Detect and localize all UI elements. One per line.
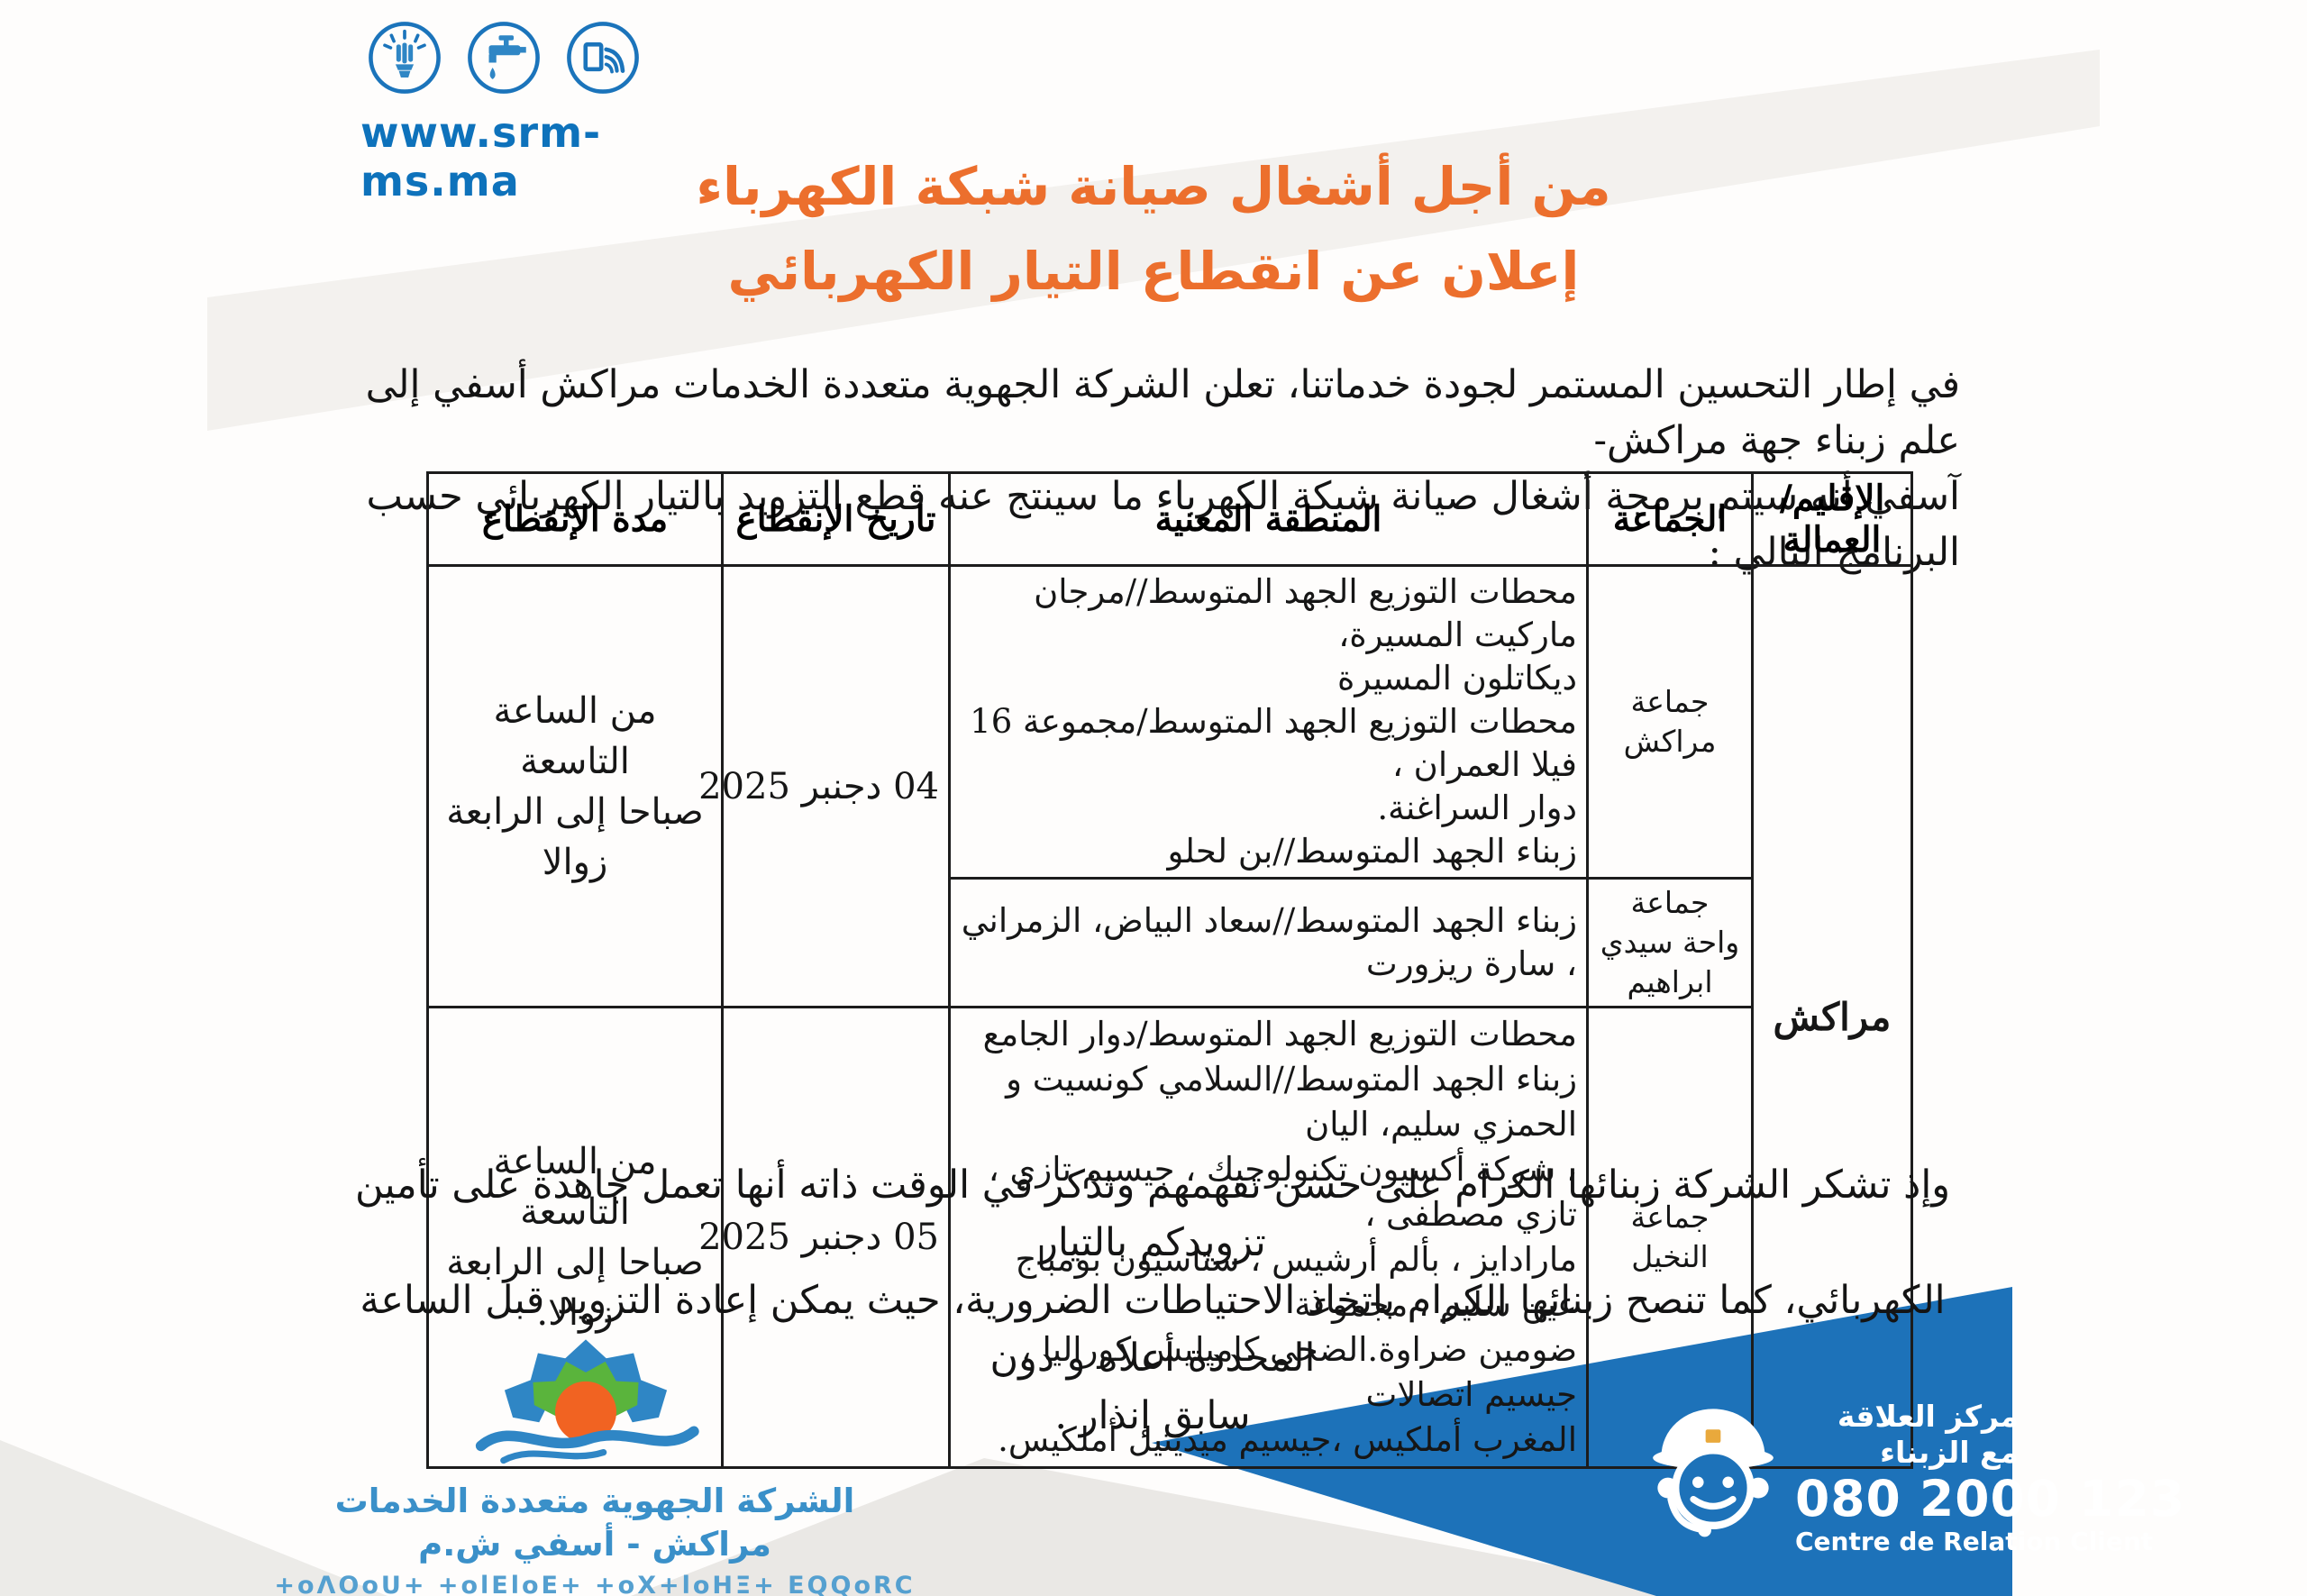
table-row: جماعة النخيل محطات التوزيع الجهد المتوسط…	[426, 1006, 1912, 1469]
website-link[interactable]: www.srm-ms.ma	[360, 108, 602, 205]
call-center-label-arabic: مركز العلاقة مع الزبناء	[1837, 1399, 2019, 1470]
header-duration: مدة الإنقطاع	[426, 471, 724, 567]
closing-paragraph: وإذ تشكر الشركة زبنائها الكرام على حسن ت…	[354, 1163, 1951, 1438]
commune-cell: جماعة النخيل	[1586, 1006, 1754, 1469]
company-name-arabic: الشركة الجهوية متعددة الخدمات مراكش - أس…	[334, 1482, 855, 1564]
header-commune: الجماعة	[1586, 471, 1754, 567]
top-gray-band	[207, 50, 2100, 431]
sanitation-icon	[567, 22, 639, 94]
bottom-left-gray-triangle	[0, 1440, 388, 1596]
water-tap-icon	[468, 22, 540, 94]
electricity-bulb-icon	[369, 22, 441, 94]
bottom-center-gray-triangle	[631, 1458, 1717, 1596]
call-center-block: مركز العلاقة مع الزبناء 080 2000 123 Cen…	[1795, 1399, 2185, 1557]
service-icons	[365, 18, 643, 97]
area-cell: محطات التوزيع الجهد المتوسط//مرجان ماركي…	[948, 564, 1589, 880]
logo-wave	[475, 1426, 699, 1452]
title-line-1: من أجل أشغال صيانة شبكة الكهرباء	[696, 156, 1611, 217]
page-title: من أجل أشغال صيانة شبكة الكهرباء إعلان ع…	[207, 144, 2100, 314]
call-center-mascot-icon	[1653, 1409, 1774, 1537]
date-cell: 04 دجنبر 2025	[698, 564, 951, 1008]
duration-cell: من الساعة التاسعة صباحا إلى الرابعة زوال…	[426, 564, 724, 1008]
area-cell: محطات التوزيع الجهد المتوسط/دوار الجامع …	[948, 1006, 1589, 1469]
commune-cell: جماعة واحة سيدي ابراهيم	[1586, 877, 1754, 1008]
date-cell: 05 دجنبر 2025	[698, 1006, 951, 1469]
table-header-row: الإقليم/العمالة الجماعة المنطقة المعنية …	[426, 471, 1913, 567]
logo-sun	[555, 1381, 616, 1443]
province-cell: مراكش	[1751, 564, 1913, 1469]
company-logo	[475, 1339, 699, 1464]
company-name-tifinagh: +oΛOoU+ +olEloE+ +oX+loHΞ+ EQQoRC oΘHΣ	[274, 1572, 916, 1596]
call-center-phone: 080 2000 123	[1795, 1470, 2185, 1528]
area-cell: زبناء الجهد المتوسط//سعاد البياض، الزمرا…	[948, 877, 1589, 1008]
call-center-label-french: Centre de Relation Client	[1795, 1527, 2154, 1556]
header-area: المنطقة المعنية	[948, 471, 1589, 567]
commune-cell: جماعة مراكش	[1586, 564, 1754, 880]
outage-schedule-table: الإقليم/العمالة الجماعة المنطقة المعنية …	[426, 471, 1913, 1469]
title-line-2: إعلان عن انقطاع التيار الكهربائي	[727, 241, 1580, 302]
header-province: الإقليم/العمالة	[1751, 471, 1913, 567]
table-row: مراكش جماعة مراكش محطات التوزيع الجهد ال…	[426, 564, 1913, 1469]
header-date: تاريخ الإنقطاع	[721, 471, 951, 567]
table-row: جماعة واحة سيدي ابراهيم زبناء الجهد المت…	[428, 877, 1912, 1008]
company-name-block: الشركة الجهوية متعددة الخدمات مراكش - أس…	[270, 1480, 919, 1596]
